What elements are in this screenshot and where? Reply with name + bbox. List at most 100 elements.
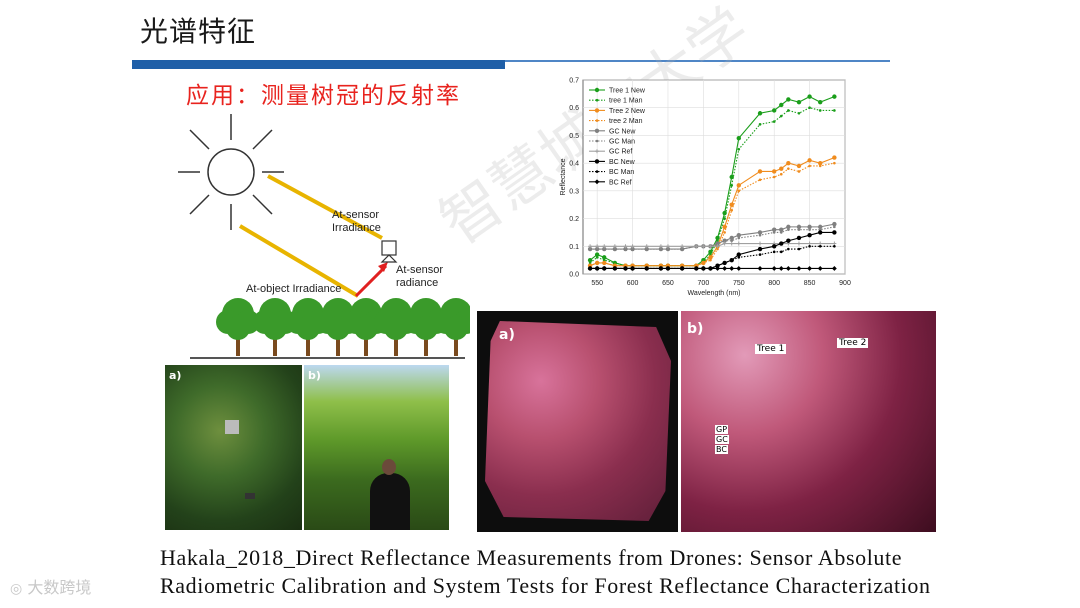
gc-label: GC xyxy=(715,435,729,444)
slide-title: 光谱特征 xyxy=(140,15,257,48)
data-point xyxy=(613,247,617,251)
data-point xyxy=(797,228,801,231)
irradiance-ray-object xyxy=(238,224,360,298)
data-point xyxy=(779,102,784,108)
data-point xyxy=(595,261,599,265)
y-tick-label: 0.2 xyxy=(569,216,579,223)
data-point xyxy=(722,266,728,271)
radiance-arrow xyxy=(354,264,388,298)
data-point xyxy=(737,256,741,259)
x-tick-label: 700 xyxy=(698,280,710,287)
legend-marker xyxy=(595,170,599,173)
data-point xyxy=(779,166,784,171)
legend-label: tree 2 Man xyxy=(609,118,643,125)
data-point xyxy=(612,266,618,271)
tree1-label: Tree 1 xyxy=(755,344,787,354)
data-point xyxy=(771,169,777,174)
data-point xyxy=(796,235,802,241)
x-tick-label: 550 xyxy=(591,280,603,287)
data-point xyxy=(702,261,705,265)
y-tick-label: 0.7 xyxy=(569,78,579,85)
measurement-diagram: At-sensor Irradiance At-sensor radiance … xyxy=(178,114,470,359)
data-point xyxy=(797,170,801,173)
legend-label: BC Man xyxy=(609,169,634,176)
data-point xyxy=(758,233,762,237)
legend-label: BC Ref xyxy=(609,179,632,186)
data-point xyxy=(680,247,684,251)
data-point xyxy=(807,158,812,163)
data-point xyxy=(808,106,811,110)
aerial-mosaic-a: a) xyxy=(477,311,678,532)
data-point xyxy=(772,120,776,123)
data-point xyxy=(833,161,836,165)
legend-marker xyxy=(594,179,600,185)
data-point xyxy=(818,99,823,105)
data-point xyxy=(833,109,836,112)
data-point xyxy=(716,242,719,245)
data-point xyxy=(645,247,649,251)
data-point xyxy=(730,239,734,243)
legend-marker xyxy=(595,98,599,102)
data-point xyxy=(737,189,741,193)
data-point xyxy=(772,250,776,254)
data-point xyxy=(757,266,763,271)
data-point xyxy=(807,224,812,230)
data-point xyxy=(680,264,684,267)
citation-line-2: Radiometric Calibration and System Tests… xyxy=(160,573,931,598)
data-point xyxy=(771,244,777,249)
data-point xyxy=(779,172,783,176)
data-point xyxy=(694,264,698,267)
data-point xyxy=(797,247,801,251)
legend-label: GC Ref xyxy=(609,149,632,156)
legend-label: Tree 2 New xyxy=(609,108,646,115)
data-point xyxy=(624,264,627,267)
sensor-icon xyxy=(380,240,398,263)
data-point xyxy=(758,178,762,182)
data-point xyxy=(729,266,735,271)
data-point xyxy=(730,258,734,262)
data-point xyxy=(737,147,741,151)
data-point xyxy=(832,155,837,160)
gp-label: GP xyxy=(715,425,729,434)
data-point xyxy=(771,227,777,232)
data-point xyxy=(723,261,726,265)
x-tick-label: 900 xyxy=(839,280,851,287)
data-point xyxy=(796,99,802,105)
data-point xyxy=(787,228,790,231)
data-point xyxy=(808,228,811,231)
data-point xyxy=(644,266,650,271)
title-underline-thick xyxy=(132,60,505,69)
legend-label: BC New xyxy=(609,159,636,166)
data-point xyxy=(630,266,635,271)
photo-right-a-label: a) xyxy=(499,327,515,343)
data-point xyxy=(818,244,822,248)
data-point xyxy=(729,235,734,241)
data-point xyxy=(786,238,791,243)
data-point xyxy=(831,266,837,271)
legend-label: tree 1 Man xyxy=(609,98,643,105)
data-point xyxy=(666,264,670,267)
legend-marker xyxy=(594,87,600,93)
data-point xyxy=(796,224,802,230)
data-point xyxy=(779,114,783,118)
y-tick-label: 0.6 xyxy=(569,105,579,112)
data-point xyxy=(785,266,791,271)
data-point xyxy=(758,123,762,126)
y-tick-label: 0.4 xyxy=(569,161,579,168)
data-point xyxy=(602,261,606,265)
data-point xyxy=(730,208,734,212)
y-axis-label: Reflectance xyxy=(560,158,567,195)
data-point xyxy=(601,266,607,271)
slide-subtitle: 应用：测量树冠的反射率 xyxy=(186,83,461,109)
data-point xyxy=(818,230,823,235)
photo-left-a-label: a) xyxy=(169,369,182,382)
data-point xyxy=(772,175,776,179)
data-point xyxy=(693,266,699,271)
tree-icon xyxy=(216,298,260,356)
x-tick-label: 600 xyxy=(627,280,639,287)
data-point xyxy=(757,111,763,116)
data-point xyxy=(772,231,776,234)
logo-icon: ◎ xyxy=(10,581,23,597)
data-point xyxy=(587,266,593,271)
legend-marker xyxy=(595,119,599,122)
